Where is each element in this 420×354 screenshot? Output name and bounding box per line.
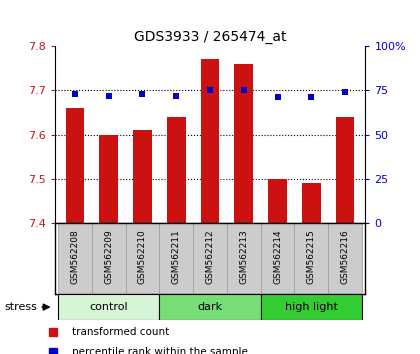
- Bar: [201, 59, 219, 223]
- Text: control: control: [89, 302, 128, 312]
- Text: GSM562211: GSM562211: [172, 230, 181, 284]
- Text: transformed count: transformed count: [72, 327, 169, 337]
- Text: dark: dark: [197, 302, 223, 312]
- Text: GSM562216: GSM562216: [341, 230, 349, 284]
- Bar: [58, 294, 159, 320]
- Text: GSM562212: GSM562212: [205, 230, 215, 284]
- Bar: [328, 223, 362, 294]
- Bar: [193, 223, 227, 294]
- Text: GSM562210: GSM562210: [138, 230, 147, 284]
- Bar: [336, 117, 354, 223]
- Bar: [133, 130, 152, 223]
- Bar: [159, 223, 193, 294]
- Bar: [66, 108, 84, 223]
- Bar: [92, 223, 126, 294]
- Bar: [159, 294, 261, 320]
- Bar: [167, 117, 186, 223]
- Text: GSM562209: GSM562209: [104, 230, 113, 284]
- Bar: [100, 135, 118, 223]
- Bar: [268, 179, 287, 223]
- Bar: [126, 223, 159, 294]
- Text: GSM562208: GSM562208: [71, 230, 79, 284]
- Text: high light: high light: [285, 302, 338, 312]
- Text: GSM562213: GSM562213: [239, 230, 248, 284]
- Bar: [261, 294, 362, 320]
- Bar: [227, 223, 261, 294]
- Bar: [294, 223, 328, 294]
- Text: GSM562215: GSM562215: [307, 230, 316, 284]
- Text: percentile rank within the sample: percentile rank within the sample: [72, 347, 248, 354]
- Bar: [58, 223, 92, 294]
- Bar: [261, 223, 294, 294]
- Text: GSM562214: GSM562214: [273, 230, 282, 284]
- Title: GDS3933 / 265474_at: GDS3933 / 265474_at: [134, 30, 286, 44]
- Bar: [234, 64, 253, 223]
- Bar: [302, 183, 320, 223]
- Text: stress: stress: [4, 302, 37, 312]
